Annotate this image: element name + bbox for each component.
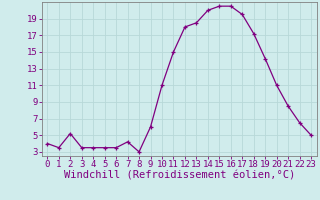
- X-axis label: Windchill (Refroidissement éolien,°C): Windchill (Refroidissement éolien,°C): [64, 171, 295, 181]
